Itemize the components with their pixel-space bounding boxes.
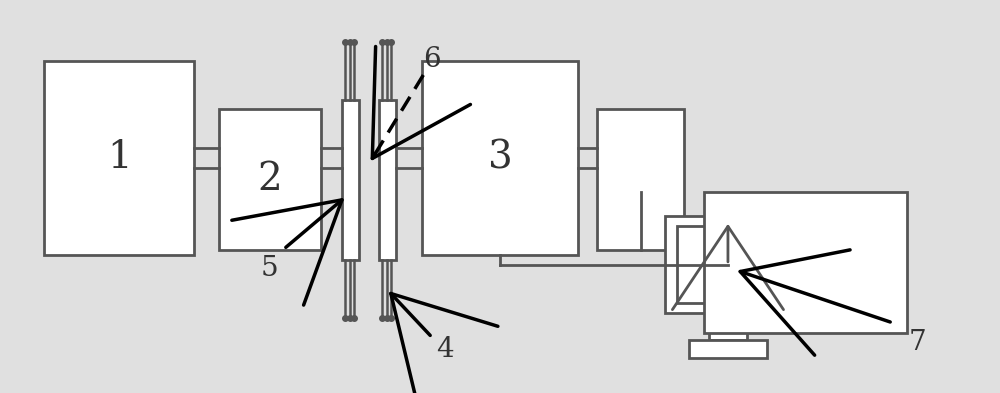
Bar [665, 216, 791, 313]
Text: 3: 3 [488, 140, 512, 176]
Bar [379, 100, 396, 260]
Bar [597, 110, 684, 250]
Bar [44, 61, 194, 255]
Text: 2: 2 [257, 161, 282, 198]
Bar [219, 110, 321, 250]
Text: 1: 1 [107, 140, 132, 176]
Text: 4: 4 [436, 336, 454, 363]
Text: 6: 6 [423, 46, 441, 73]
Text: 5: 5 [260, 255, 278, 282]
Bar [704, 192, 907, 332]
Bar [689, 340, 767, 358]
Bar [709, 313, 747, 340]
Bar [677, 226, 779, 303]
Bar [342, 100, 359, 260]
Bar [422, 61, 578, 255]
Text: 7: 7 [908, 329, 926, 356]
